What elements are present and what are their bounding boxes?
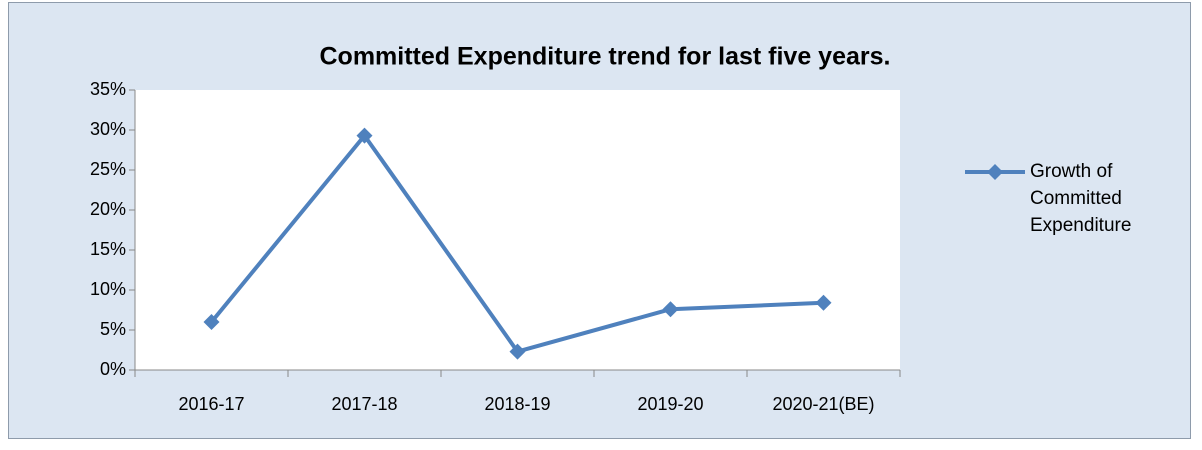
y-tick-label: 0% [100, 359, 126, 379]
x-tick-label: 2018-19 [484, 394, 550, 414]
y-tick-label: 10% [90, 279, 126, 299]
y-tick-label: 25% [90, 159, 126, 179]
plot-area [135, 90, 900, 370]
y-tick-label: 35% [90, 79, 126, 99]
chart-title: Committed Expenditure trend for last fiv… [320, 43, 891, 71]
point-marker [203, 314, 220, 330]
x-tick-label: 2019-20 [637, 394, 703, 414]
point-marker [662, 301, 679, 318]
y-tick-label: 15% [90, 239, 126, 259]
x-tick-label: 2017-18 [331, 394, 397, 414]
point-marker [509, 343, 526, 360]
y-tick-label: 5% [100, 319, 126, 339]
x-tick-label: 2020-21(BE) [772, 394, 874, 414]
point-marker [815, 294, 832, 311]
x-tick-label: 2016-17 [178, 394, 244, 414]
y-tick-label: 20% [90, 199, 126, 219]
legend-label: Growth of Committed Expenditure [1030, 161, 1132, 236]
point-marker [356, 127, 373, 144]
legend-marker [987, 164, 1003, 180]
y-tick-label: 30% [90, 119, 126, 139]
